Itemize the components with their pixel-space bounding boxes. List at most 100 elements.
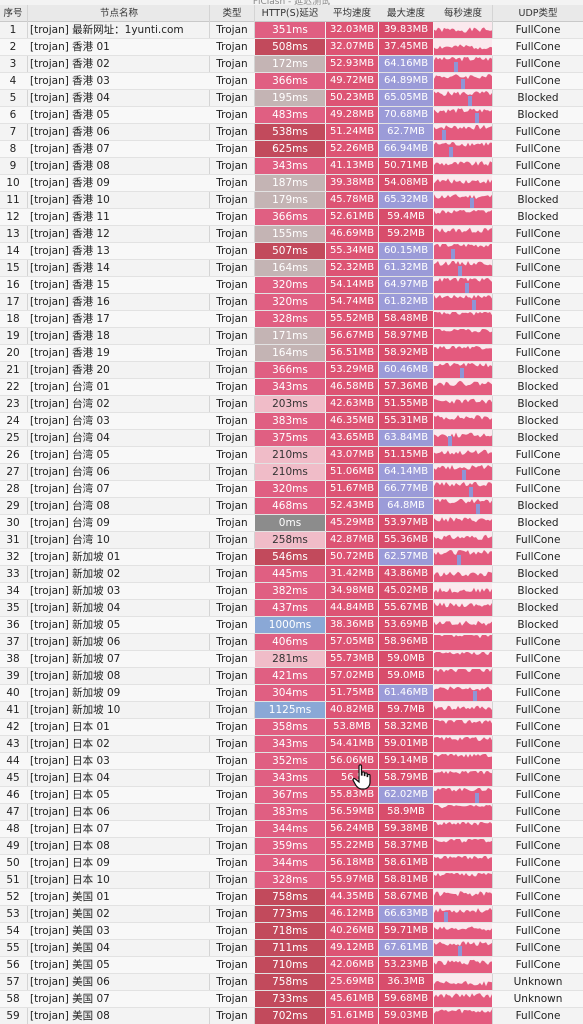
table-row[interactable]: 18 [trojan] 香港 17 Trojan 328ms 55.52MB 58.48M… — [0, 311, 583, 328]
table-row[interactable]: 41 [trojan] 新加坡 10 Trojan 1125ms 40.82MB 59.7… — [0, 702, 583, 719]
table-row[interactable]: 28 [trojan] 台湾 07 Trojan 320ms 51.67MB 66.77M… — [0, 481, 583, 498]
table-row[interactable]: 2 [trojan] 香港 01 Trojan 508ms 32.07MB 37.45MB… — [0, 39, 583, 56]
sparkline-dip — [448, 436, 452, 446]
http-latency: 351ms — [255, 22, 325, 38]
node-name: [trojan] 最新网址：1yunti.com — [30, 24, 184, 36]
table-row[interactable]: 56 [trojan] 美国 05 Trojan 710ms 42.06MB 53.23M… — [0, 957, 583, 974]
table-row[interactable]: 33 [trojan] 新加坡 02 Trojan 445ms 31.42MB 43.86… — [0, 566, 583, 583]
table-row[interactable]: 37 [trojan] 新加坡 06 Trojan 406ms 57.05MB 58.96… — [0, 634, 583, 651]
table-row[interactable]: 27 [trojan] 台湾 06 Trojan 210ms 51.06MB 64.14M… — [0, 464, 583, 481]
http-latency: 383ms — [255, 804, 325, 820]
table-row[interactable]: 40 [trojan] 新加坡 09 Trojan 304ms 51.75MB 61.46… — [0, 685, 583, 702]
col-header-per-second-speed[interactable]: 每秒速度 — [443, 8, 482, 19]
table-row[interactable]: 38 [trojan] 新加坡 07 Trojan 281ms 55.73MB 59.0M… — [0, 651, 583, 668]
table-row[interactable]: 23 [trojan] 台湾 02 Trojan 203ms 42.63MB 51.55M… — [0, 396, 583, 413]
table-row[interactable]: 34 [trojan] 新加坡 03 Trojan 382ms 34.98MB 45.02… — [0, 583, 583, 600]
table-row[interactable]: 51 [trojan] 日本 10 Trojan 328ms 55.97MB 58.81M… — [0, 872, 583, 889]
table-row[interactable]: 14 [trojan] 香港 13 Trojan 507ms 55.34MB 60.15M… — [0, 243, 583, 260]
table-row[interactable]: 58 [trojan] 美国 07 Trojan 733ms 45.61MB 59.68M… — [0, 991, 583, 1008]
row-index: 3 — [9, 58, 17, 70]
col-header-max-speed[interactable]: 最大速度 — [386, 8, 425, 19]
per-second-speed-graph — [434, 532, 492, 548]
table-row[interactable]: 5 [trojan] 香港 04 Trojan 195ms 50.23MB 65.05MB… — [0, 90, 583, 107]
table-row[interactable]: 13 [trojan] 香港 12 Trojan 155ms 46.69MB 59.2MB… — [0, 226, 583, 243]
sparkline-dip — [451, 249, 455, 259]
table-row[interactable]: 17 [trojan] 香港 16 Trojan 320ms 54.74MB 61.82M… — [0, 294, 583, 311]
node-name: [trojan] 台湾 10 — [30, 534, 110, 546]
row-index: 24 — [6, 415, 20, 427]
table-row[interactable]: 30 [trojan] 台湾 09 Trojan 0ms 45.29MB 53.97MB B… — [0, 515, 583, 532]
node-name: [trojan] 新加坡 07 — [30, 653, 121, 665]
col-header-index[interactable]: 序号 — [3, 8, 23, 19]
col-header-udp-type[interactable]: UDP类型 — [518, 8, 558, 19]
col-header-name[interactable]: 节点名称 — [99, 8, 138, 19]
table-row[interactable]: 4 [trojan] 香港 03 Trojan 366ms 49.72MB 64.89MB… — [0, 73, 583, 90]
table-row[interactable]: 25 [trojan] 台湾 04 Trojan 375ms 43.65MB 63.84M… — [0, 430, 583, 447]
table-row[interactable]: 55 [trojan] 美国 04 Trojan 711ms 49.12MB 67.61M… — [0, 940, 583, 957]
table-row[interactable]: 50 [trojan] 日本 09 Trojan 344ms 56.18MB 58.61M… — [0, 855, 583, 872]
col-header-avg-speed[interactable]: 平均速度 — [332, 8, 371, 19]
http-latency: 733ms — [255, 991, 325, 1007]
node-type: Trojan — [216, 313, 248, 325]
table-row[interactable]: 49 [trojan] 日本 08 Trojan 359ms 55.22MB 58.37M… — [0, 838, 583, 855]
table-row[interactable]: 54 [trojan] 美国 03 Trojan 718ms 40.26MB 59.71M… — [0, 923, 583, 940]
table-row[interactable]: 15 [trojan] 香港 14 Trojan 164ms 52.32MB 61.32M… — [0, 260, 583, 277]
sparkline-dip — [476, 504, 480, 514]
table-row[interactable]: 8 [trojan] 香港 07 Trojan 625ms 52.26MB 66.94MB… — [0, 141, 583, 158]
table-row[interactable]: 32 [trojan] 新加坡 01 Trojan 546ms 50.72MB 62.57… — [0, 549, 583, 566]
speed-sparkline — [434, 941, 492, 956]
table-row[interactable]: 11 [trojan] 香港 10 Trojan 179ms 45.78MB 65.32M… — [0, 192, 583, 209]
table-row[interactable]: 20 [trojan] 香港 19 Trojan 164ms 56.51MB 58.92M… — [0, 345, 583, 362]
udp-type: FullCone — [515, 653, 561, 665]
table-row[interactable]: 29 [trojan] 台湾 08 Trojan 468ms 52.43MB 64.8MB… — [0, 498, 583, 515]
row-index: 16 — [6, 279, 20, 291]
node-name: [trojan] 新加坡 05 — [30, 619, 121, 631]
table-row[interactable]: 16 [trojan] 香港 15 Trojan 320ms 54.14MB 64.97M… — [0, 277, 583, 294]
table-row[interactable]: 44 [trojan] 日本 03 Trojan 352ms 56.06MB 59.14M… — [0, 753, 583, 770]
table-row[interactable]: 9 [trojan] 香港 08 Trojan 343ms 41.13MB 50.71MB… — [0, 158, 583, 175]
table-row[interactable]: 19 [trojan] 香港 18 Trojan 171ms 56.67MB 58.97M… — [0, 328, 583, 345]
table-row[interactable]: 48 [trojan] 日本 07 Trojan 344ms 56.24MB 59.38M… — [0, 821, 583, 838]
table-row[interactable]: 59 [trojan] 美国 08 Trojan 702ms 51.61MB 59.03M… — [0, 1008, 583, 1024]
udp-type: Blocked — [517, 568, 559, 580]
table-row[interactable]: 3 [trojan] 香港 02 Trojan 172ms 52.93MB 64.16MB… — [0, 56, 583, 73]
max-speed: 50.71MB — [379, 158, 433, 174]
table-row[interactable]: 43 [trojan] 日本 02 Trojan 343ms 54.41MB 59.01M… — [0, 736, 583, 753]
table-row[interactable]: 53 [trojan] 美国 02 Trojan 773ms 46.12MB 66.63M… — [0, 906, 583, 923]
table-row[interactable]: 57 [trojan] 美国 06 Trojan 758ms 25.69MB 36.3MB… — [0, 974, 583, 991]
table-row[interactable]: 46 [trojan] 日本 05 Trojan 367ms 55.83MB 62.02M… — [0, 787, 583, 804]
udp-type: FullCone — [515, 789, 561, 801]
node-name: [trojan] 美国 05 — [30, 959, 110, 971]
table-row[interactable]: 21 [trojan] 香港 20 Trojan 366ms 53.29MB 60.46M… — [0, 362, 583, 379]
table-row[interactable]: 22 [trojan] 台湾 01 Trojan 343ms 46.58MB 57.36M… — [0, 379, 583, 396]
table-row[interactable]: 24 [trojan] 台湾 03 Trojan 383ms 46.35MB 55.31M… — [0, 413, 583, 430]
table-row[interactable]: 39 [trojan] 新加坡 08 Trojan 421ms 57.02MB 59.0M… — [0, 668, 583, 685]
http-latency: 343ms — [255, 158, 325, 174]
table-row[interactable]: 6 [trojan] 香港 05 Trojan 483ms 49.28MB 70.68MB… — [0, 107, 583, 124]
node-type: Trojan — [216, 602, 248, 614]
avg-speed: 52.32MB — [326, 260, 378, 276]
http-latency: 320ms — [255, 277, 325, 293]
avg-speed: 34.98MB — [326, 583, 378, 599]
table-row[interactable]: 47 [trojan] 日本 06 Trojan 383ms 56.59MB 58.9MB… — [0, 804, 583, 821]
table-row[interactable]: 7 [trojan] 香港 06 Trojan 538ms 51.24MB 62.7MB F… — [0, 124, 583, 141]
table-row[interactable]: 52 [trojan] 美国 01 Trojan 758ms 44.35MB 58.67M… — [0, 889, 583, 906]
max-speed: 59.14MB — [379, 753, 433, 769]
speed-sparkline — [434, 227, 492, 242]
table-row[interactable]: 10 [trojan] 香港 09 Trojan 187ms 39.38MB 54.08M… — [0, 175, 583, 192]
col-header-type[interactable]: 类型 — [222, 8, 242, 19]
table-row[interactable]: 31 [trojan] 台湾 10 Trojan 258ms 42.87MB 55.36M… — [0, 532, 583, 549]
udp-type: Blocked — [517, 415, 559, 427]
table-row[interactable]: 1 [trojan] 最新网址：1yunti.com Trojan 351ms 32.0… — [0, 22, 583, 39]
table-row[interactable]: 26 [trojan] 台湾 05 Trojan 210ms 43.07MB 51.15M… — [0, 447, 583, 464]
table-row[interactable]: 12 [trojan] 香港 11 Trojan 366ms 52.61MB 59.4MB… — [0, 209, 583, 226]
table-row[interactable]: 35 [trojan] 新加坡 04 Trojan 437ms 44.84MB 55.67… — [0, 600, 583, 617]
table-row[interactable]: 36 [trojan] 新加坡 05 Trojan 1000ms 38.36MB 53.6… — [0, 617, 583, 634]
max-speed: 45.02MB — [379, 583, 433, 599]
node-type: Trojan — [216, 24, 248, 36]
col-header-http-latency[interactable]: HTTP(S)延迟 — [261, 8, 319, 19]
table-row[interactable]: 42 [trojan] 日本 01 Trojan 358ms 53.8MB 58.32MB… — [0, 719, 583, 736]
udp-type: FullCone — [515, 1010, 561, 1022]
table-row[interactable]: 45 [trojan] 日本 04 Trojan 343ms 56.5 58.79MB Fu… — [0, 770, 583, 787]
udp-type: FullCone — [515, 160, 561, 172]
